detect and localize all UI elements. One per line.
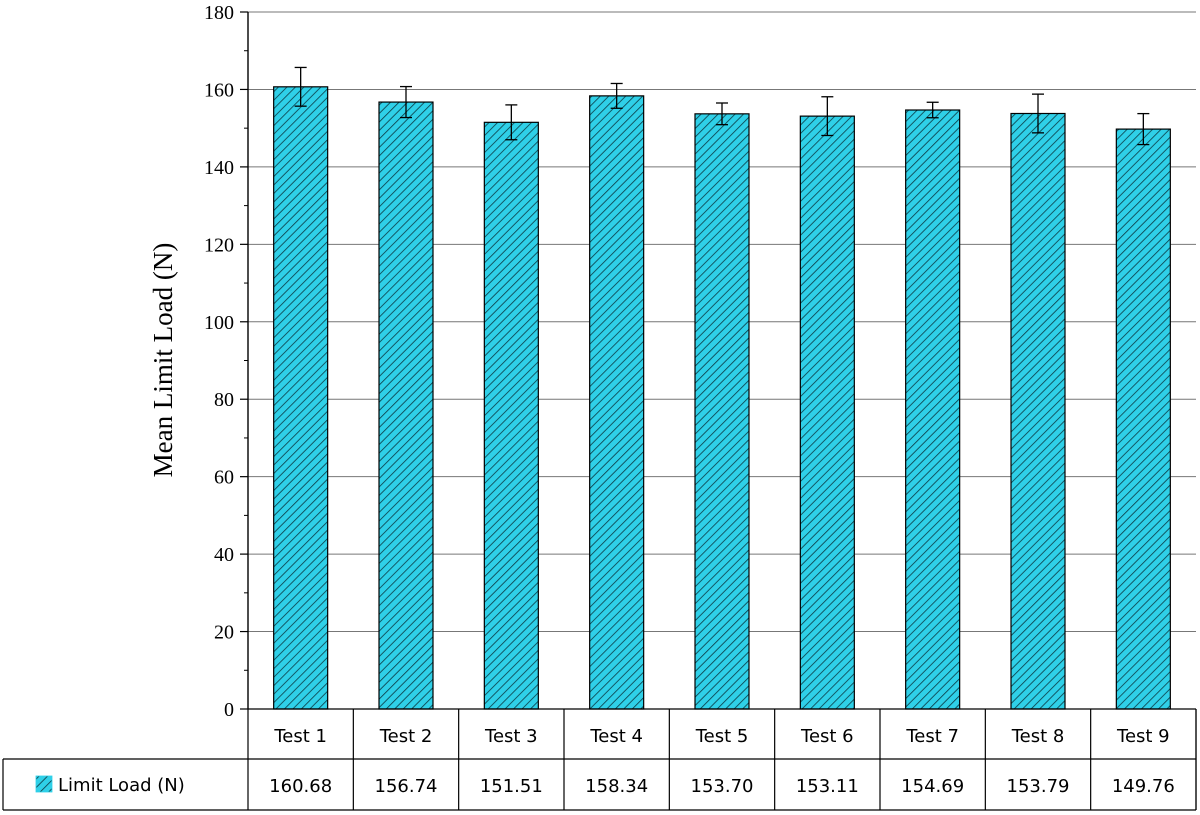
error-bar — [716, 102, 728, 126]
error-bar — [400, 85, 412, 119]
value-label: 151.51 — [480, 776, 543, 797]
y-tick-label: 80 — [214, 389, 234, 411]
value-label: 153.79 — [1007, 776, 1070, 797]
value-label: 154.69 — [901, 776, 964, 797]
error-bar — [821, 96, 834, 137]
legend-swatch — [35, 775, 53, 793]
bar — [799, 115, 855, 710]
y-axis-title: Mean Limit Load (N) — [148, 243, 178, 478]
y-tick-label: 40 — [214, 544, 234, 566]
y-tick-label: 20 — [214, 622, 234, 644]
value-label: 153.70 — [691, 776, 754, 797]
value-label: 156.74 — [375, 776, 438, 797]
bar — [483, 121, 539, 710]
y-tick-label: 100 — [204, 312, 234, 334]
category-label: Test 9 — [1116, 726, 1170, 747]
y-tick-label: 180 — [204, 2, 234, 24]
y-tick-label: 0 — [224, 699, 234, 721]
bar — [905, 109, 961, 710]
category-label: Test 4 — [589, 726, 643, 747]
error-bars — [294, 66, 1150, 146]
category-label: Test 5 — [695, 726, 749, 747]
bar — [1010, 112, 1066, 710]
value-label: 149.76 — [1112, 776, 1175, 797]
y-tick-label: 60 — [214, 467, 234, 489]
value-label: 153.11 — [796, 776, 859, 797]
category-label: Test 8 — [1011, 726, 1065, 747]
error-bar — [505, 104, 518, 141]
bar — [1115, 128, 1171, 710]
y-tick-label: 140 — [204, 157, 234, 179]
error-bar — [610, 82, 623, 109]
y-tick-label: 160 — [204, 79, 234, 101]
y-tick-label: 120 — [204, 234, 234, 256]
bar — [694, 113, 750, 710]
data-table: Test 1 160.68 Test 2 156.74 Test 3 151.51 Test… — [2, 708, 1197, 811]
bar — [273, 86, 329, 710]
error-bar — [1032, 93, 1044, 134]
error-bar — [926, 101, 939, 119]
category-label: Test 3 — [484, 726, 538, 747]
bar — [589, 95, 645, 710]
legend-label: Limit Load (N) — [58, 775, 185, 796]
category-label: Test 7 — [905, 726, 959, 747]
bar — [378, 101, 434, 710]
value-label: 158.34 — [585, 776, 648, 797]
y-axis: 0 20 40 60 80 100 120 140 160 180 — [204, 2, 249, 721]
error-bar — [1137, 112, 1150, 146]
bars — [273, 86, 1171, 710]
value-label: 160.68 — [269, 776, 332, 797]
error-bar — [294, 66, 307, 107]
category-label: Test 2 — [379, 726, 433, 747]
category-label: Test 6 — [800, 726, 854, 747]
category-label: Test 1 — [273, 726, 327, 747]
